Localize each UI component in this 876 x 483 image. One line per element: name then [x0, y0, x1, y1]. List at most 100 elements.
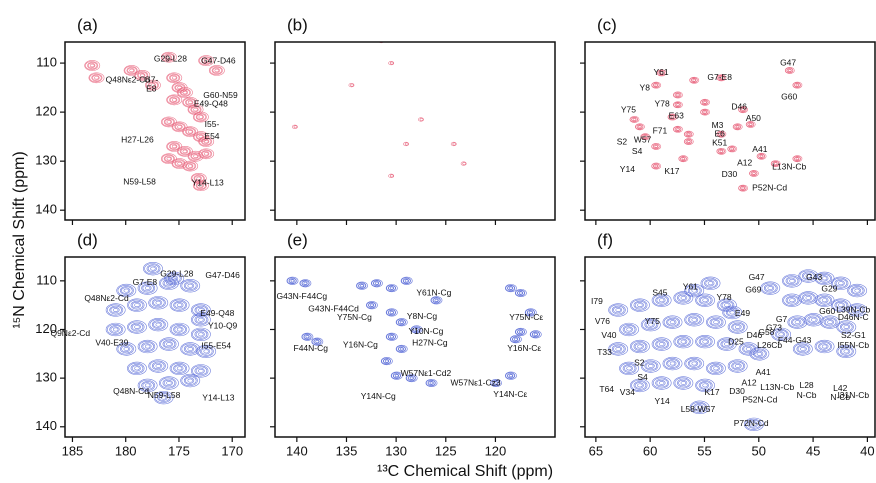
contour-line [429, 381, 434, 385]
contour-line [819, 275, 829, 282]
contour-line [702, 298, 708, 303]
peak-label: S45 [652, 287, 667, 297]
contour-line [753, 349, 766, 359]
peak-label: V76 [595, 316, 610, 326]
contour-line [159, 337, 179, 351]
contour-line [798, 269, 819, 283]
contour-line [313, 339, 320, 344]
cross-peak [651, 81, 662, 89]
contour-line [685, 314, 702, 326]
contour-line [135, 70, 149, 80]
cross-peak [137, 339, 158, 354]
contour-line [404, 142, 409, 146]
contour-line [209, 66, 223, 75]
contour-line [509, 286, 513, 290]
cross-peak [830, 298, 851, 312]
x-tick-label: 40 [860, 443, 874, 458]
contour-line [195, 316, 205, 323]
contour-line [176, 366, 183, 371]
cross-peak [148, 296, 169, 310]
contour-line [854, 288, 860, 293]
contour-line [515, 289, 526, 297]
contour-line [190, 106, 201, 114]
contour-line [658, 298, 665, 303]
panel-frame [64, 256, 246, 438]
cross-peak [385, 308, 398, 317]
contour-line [640, 133, 651, 141]
contour-line [645, 362, 655, 370]
cross-peak [820, 315, 840, 329]
contour-line [153, 321, 163, 328]
contour-line [830, 276, 851, 290]
cross-peak [695, 293, 715, 307]
contour-line [629, 116, 640, 123]
contour-line [144, 344, 151, 349]
contour-line [370, 279, 383, 288]
contour-line [389, 311, 394, 314]
peak-label: P72N-Cd [734, 418, 769, 428]
cross-peak [798, 291, 819, 305]
cross-peak [105, 303, 126, 317]
cross-peak [116, 342, 137, 356]
contour-line [622, 325, 636, 334]
cross-peak [684, 283, 705, 298]
contour-line [388, 310, 395, 315]
y-tick-label: 110 [36, 55, 57, 70]
contour-line [676, 93, 680, 97]
contour-line [676, 127, 680, 131]
cross-peak [166, 94, 183, 106]
peak-label: Q48N-Cd [113, 386, 149, 396]
contour-line [633, 381, 647, 390]
contour-line [803, 313, 824, 327]
contour-line [823, 317, 837, 327]
contour-line [149, 319, 166, 331]
contour-line [166, 72, 183, 84]
contour-line [749, 347, 770, 361]
peak-label: E63 [669, 110, 684, 120]
cross-peak [756, 152, 767, 160]
contour-line [666, 359, 679, 368]
contour-line [745, 418, 762, 430]
cross-peak [143, 262, 163, 276]
x-tick-label: 125 [435, 443, 457, 458]
peak-label: N59-L58 [123, 176, 156, 186]
cross-peak [619, 361, 639, 376]
contour-line [771, 327, 792, 342]
contour-line [148, 359, 169, 373]
cross-peak [505, 371, 517, 380]
peak-label: S2-G1 [841, 330, 866, 340]
peak-label: Y75N-Cε [509, 312, 543, 322]
contour-line [832, 277, 849, 289]
cross-peak [716, 147, 727, 155]
contour-line [507, 286, 514, 291]
contour-line [154, 392, 172, 404]
x-tick-label: 65 [589, 443, 603, 458]
contour-line [677, 293, 690, 303]
cross-peak [299, 279, 312, 288]
cross-peak [148, 359, 169, 373]
contour-line [704, 278, 717, 288]
contour-line [698, 337, 712, 346]
peak-label: G29 [821, 283, 837, 293]
contour-line [666, 317, 679, 327]
contour-line [800, 346, 806, 351]
contour-line [358, 282, 366, 289]
contour-line [745, 346, 752, 351]
peak-label: A12 [737, 157, 752, 167]
contour-line [707, 281, 714, 286]
contour-line [787, 315, 808, 329]
contour-line [195, 182, 206, 190]
cross-peak [116, 283, 137, 298]
contour-line [191, 153, 199, 159]
contour-line [172, 122, 186, 132]
peak-label: Y14 [620, 164, 635, 174]
contour-line [170, 324, 188, 335]
contour-line [724, 303, 730, 308]
contour-line [161, 117, 175, 127]
cross-peak [630, 378, 650, 393]
contour-line [841, 348, 851, 355]
contour-line [716, 337, 737, 351]
contour-line [386, 309, 397, 316]
contour-line [698, 381, 712, 390]
contour-line [673, 125, 683, 133]
